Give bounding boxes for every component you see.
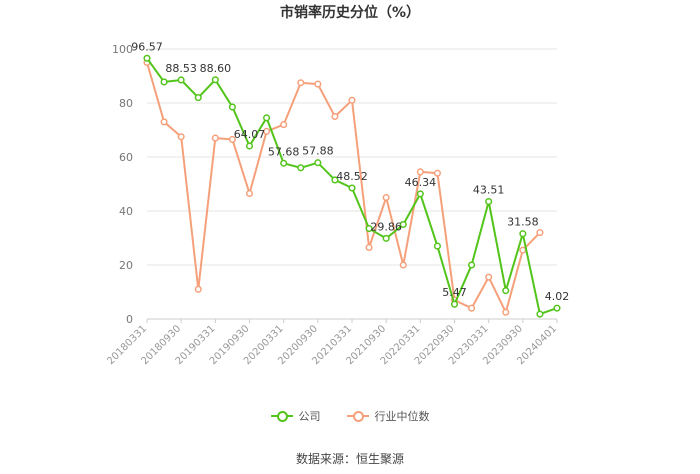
data-label: 4.02 [545, 290, 570, 303]
data-point-1 [211, 134, 219, 142]
data-point-1 [519, 246, 527, 254]
data-point-1 [280, 121, 288, 129]
data-point-0 [382, 234, 390, 242]
y-tick-label: 100 [112, 43, 133, 56]
data-label: 29.86 [370, 220, 402, 233]
legend-label-company: 公司 [298, 410, 321, 423]
data-point-1 [297, 79, 305, 87]
data-point-0 [177, 76, 185, 84]
data-point-0 [399, 220, 407, 229]
chart-legend: 公司 行业中位数 [0, 408, 700, 424]
data-point-0 [263, 114, 271, 122]
data-point-1 [485, 273, 493, 281]
data-label: 43.51 [473, 184, 505, 197]
data-label: 64.07 [234, 128, 266, 141]
data-point-0 [228, 103, 236, 111]
data-point-1 [416, 168, 424, 176]
legend-label-industry-median: 行业中位数 [374, 410, 430, 423]
data-point-0 [143, 54, 151, 62]
legend-item-company[interactable]: 公司 [270, 408, 321, 424]
data-point-1 [194, 285, 202, 293]
data-source: 数据来源：恒生聚源 [295, 452, 404, 466]
data-point-1 [348, 96, 356, 104]
data-label: 48.52 [336, 170, 368, 183]
data-label: 5.47 [442, 286, 467, 299]
data-point-1 [314, 80, 322, 88]
data-point-0 [280, 159, 288, 167]
y-tick-label: 60 [119, 151, 133, 164]
data-point-0 [331, 176, 339, 184]
data-label: 46.34 [405, 176, 437, 189]
data-label: 88.60 [200, 62, 232, 75]
y-tick-label: 80 [119, 97, 133, 110]
data-point-0 [536, 310, 544, 318]
data-point-1 [399, 261, 407, 269]
data-point-0 [519, 230, 527, 238]
chart-title: 市销率历史分位（%） [279, 5, 421, 21]
y-tick-label: 0 [126, 313, 133, 326]
data-label: 88.53 [165, 62, 197, 75]
data-point-0 [194, 94, 202, 102]
legend-swatch-industry-median [346, 411, 369, 422]
data-point-1 [382, 193, 390, 202]
data-point-0 [553, 304, 561, 312]
data-label: 57.88 [302, 145, 334, 158]
data-point-0 [433, 242, 441, 250]
data-point-1 [502, 308, 510, 316]
data-point-0 [365, 225, 373, 233]
legend-swatch-company [270, 411, 293, 422]
data-point-1 [536, 229, 544, 237]
data-point-1 [245, 189, 254, 197]
data-point-0 [314, 159, 322, 167]
data-point-0 [160, 78, 168, 86]
data-point-0 [211, 76, 219, 84]
data-point-0 [416, 190, 424, 198]
data-point-1 [468, 304, 476, 312]
data-point-1 [177, 133, 185, 141]
y-tick-label: 40 [119, 205, 133, 218]
data-point-1 [331, 112, 339, 121]
data-point-1 [433, 169, 441, 177]
data-label: 57.68 [268, 145, 300, 158]
y-tick-label: 20 [119, 259, 133, 272]
data-point-0 [450, 300, 459, 308]
data-point-0 [348, 184, 356, 192]
data-point-0 [468, 261, 476, 269]
series-line-1 [146, 62, 541, 316]
data-point-1 [228, 135, 236, 143]
data-point-0 [502, 287, 510, 295]
data-point-0 [297, 164, 305, 172]
legend-item-industry-median[interactable]: 行业中位数 [346, 408, 430, 424]
data-label: 31.58 [507, 216, 539, 229]
data-point-1 [263, 127, 271, 135]
data-point-1 [160, 118, 168, 126]
data-point-1 [365, 243, 373, 251]
data-label: 96.57 [131, 40, 163, 53]
data-point-0 [245, 142, 254, 150]
data-point-0 [485, 197, 493, 206]
